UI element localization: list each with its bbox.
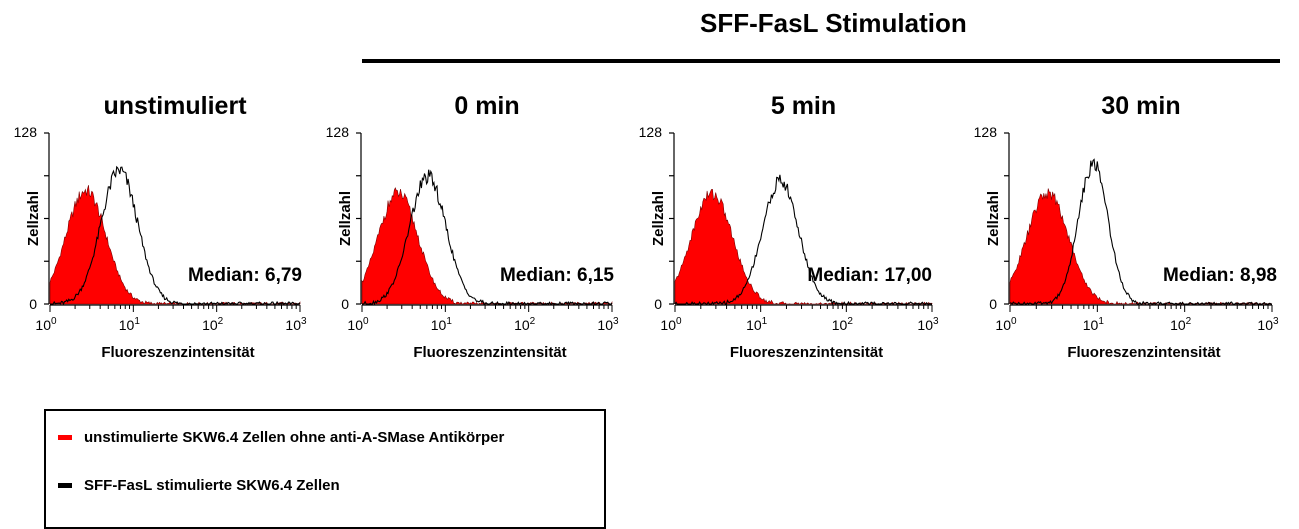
y-tick-label: 128 bbox=[14, 124, 38, 140]
histogram-red-area bbox=[361, 187, 613, 305]
x-axis-label: Fluoreszenzintensität bbox=[730, 344, 883, 361]
x-tick-label: 102 bbox=[514, 316, 536, 333]
x-tick-label: 102 bbox=[832, 316, 854, 333]
histogram-red-area bbox=[49, 185, 301, 305]
x-tick-label: 102 bbox=[202, 316, 224, 333]
y-tick-label: 0 bbox=[341, 296, 349, 312]
x-tick-label: 100 bbox=[995, 316, 1017, 333]
legend-swatch-red bbox=[58, 435, 72, 440]
legend-item-black: SFF-FasL stimulierte SKW6.4 Zellen bbox=[58, 477, 340, 494]
x-axis-label: Fluoreszenzintensität bbox=[101, 344, 254, 361]
y-tick-label: 0 bbox=[29, 296, 37, 312]
y-tick-label: 128 bbox=[974, 124, 998, 140]
header-bar bbox=[362, 59, 1280, 63]
median-annotation: Median: 17,00 bbox=[807, 265, 932, 286]
y-axis-label: Zellzahl bbox=[985, 191, 1002, 246]
y-tick-label: 128 bbox=[639, 124, 663, 140]
x-tick-label: 101 bbox=[746, 316, 768, 333]
histogram-black-line bbox=[50, 165, 301, 306]
x-tick-label: 103 bbox=[1257, 316, 1279, 333]
histogram-panels: unstimuliert Zellzahl 128 0 100 101 102 103 Fluo… bbox=[14, 92, 1279, 361]
y-tick-label: 0 bbox=[654, 296, 662, 312]
x-tick-label: 100 bbox=[35, 316, 57, 333]
legend: unstimulierte SKW6.4 Zellen ohne anti-A-… bbox=[44, 409, 606, 529]
y-axis-label: Zellzahl bbox=[337, 191, 354, 246]
header-title: SFF-FasL Stimulation bbox=[700, 8, 967, 38]
x-tick-label: 102 bbox=[1170, 316, 1192, 333]
x-tick-label: 103 bbox=[597, 316, 619, 333]
y-axis-label: Zellzahl bbox=[650, 191, 667, 246]
legend-label: SFF-FasL stimulierte SKW6.4 Zellen bbox=[84, 477, 340, 494]
x-tick-label: 101 bbox=[431, 316, 453, 333]
panel-title: 5 min bbox=[771, 92, 836, 120]
panel-title: unstimuliert bbox=[103, 92, 247, 120]
x-tick-label: 101 bbox=[119, 316, 141, 333]
x-tick-label: 100 bbox=[347, 316, 369, 333]
panel-title: 30 min bbox=[1101, 92, 1180, 120]
histogram-black-line bbox=[361, 169, 613, 306]
histogram-red-area bbox=[1009, 188, 1273, 305]
x-tick-label: 101 bbox=[1083, 316, 1105, 333]
y-tick-label: 0 bbox=[989, 296, 997, 312]
x-axis-label: Fluoreszenzintensität bbox=[413, 344, 566, 361]
median-annotation: Median: 6,15 bbox=[500, 265, 614, 286]
y-tick-label: 128 bbox=[326, 124, 350, 140]
x-tick-label: 103 bbox=[917, 316, 939, 333]
legend-item-red: unstimulierte SKW6.4 Zellen ohne anti-A-… bbox=[58, 429, 504, 446]
histogram-black-line bbox=[674, 174, 932, 306]
median-annotation: Median: 8,98 bbox=[1163, 265, 1277, 286]
x-axis-label: Fluoreszenzintensität bbox=[1067, 344, 1220, 361]
histogram-black-line bbox=[1009, 158, 1272, 306]
y-axis-label: Zellzahl bbox=[25, 191, 42, 246]
x-tick-label: 100 bbox=[660, 316, 682, 333]
legend-label: unstimulierte SKW6.4 Zellen ohne anti-A-… bbox=[84, 429, 505, 446]
histogram-red-area bbox=[674, 188, 933, 305]
median-annotation: Median: 6,79 bbox=[188, 265, 302, 286]
legend-swatch-black bbox=[58, 483, 72, 488]
panel-title: 0 min bbox=[454, 92, 519, 120]
x-tick-label: 103 bbox=[285, 316, 307, 333]
